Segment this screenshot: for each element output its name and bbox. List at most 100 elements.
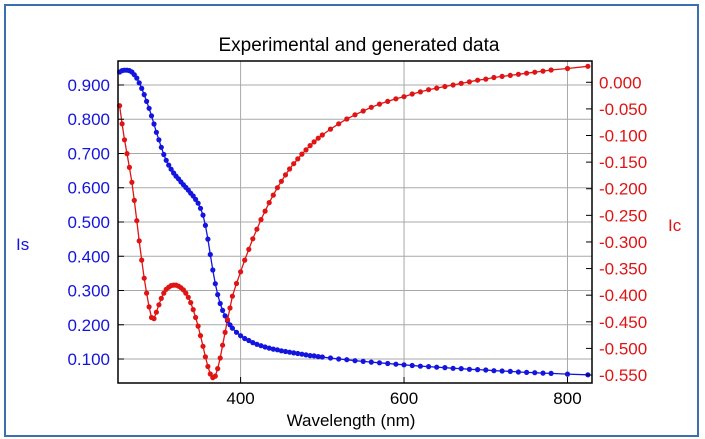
data-point-is	[254, 341, 260, 347]
data-point-ic	[202, 354, 208, 360]
left-tick-label: 0.600	[67, 179, 110, 198]
data-point-ic	[319, 132, 325, 138]
data-point-is	[385, 360, 391, 367]
data-point-is	[307, 353, 313, 359]
data-point-is	[401, 362, 407, 368]
data-point-ic	[434, 85, 440, 91]
data-point-is	[134, 75, 140, 81]
data-point-ic	[227, 305, 233, 311]
data-point-is	[220, 307, 226, 313]
data-point-is	[258, 343, 264, 349]
data-point-ic	[136, 238, 142, 244]
data-point-ic	[426, 87, 432, 93]
right-tick-label: -0.350	[599, 260, 647, 279]
data-point-ic	[475, 77, 481, 83]
chart: Experimental and generated data 0.100 0.2…	[16, 35, 682, 430]
data-point-is	[139, 85, 145, 91]
data-point-ic	[153, 309, 159, 315]
data-point-ic	[491, 74, 497, 81]
data-point-ic	[161, 290, 167, 296]
data-point-ic	[385, 98, 391, 104]
data-point-ic	[278, 178, 284, 184]
data-point-is	[166, 162, 172, 168]
data-point-ic	[131, 197, 137, 203]
data-point-ic	[129, 179, 135, 185]
data-point-ic	[315, 135, 321, 141]
data-point-is	[409, 362, 415, 369]
data-point-is	[210, 267, 216, 273]
data-point-is	[311, 353, 317, 359]
data-point-ic	[336, 121, 342, 127]
data-point-is	[376, 360, 383, 366]
data-point-ic	[185, 294, 191, 300]
data-point-ic	[287, 166, 293, 172]
data-point-is	[393, 361, 399, 367]
data-point-ic	[274, 185, 280, 191]
data-point-ic	[151, 316, 157, 322]
data-point-ic	[303, 147, 309, 153]
data-point-ic	[254, 226, 260, 232]
data-point-ic	[442, 83, 448, 90]
data-point-is	[161, 151, 167, 158]
data-point-is	[360, 358, 366, 364]
data-point-is	[242, 335, 248, 342]
left-tick-label: 0.700	[67, 144, 110, 163]
chart-title: Experimental and generated data	[219, 35, 500, 56]
data-point-is	[352, 358, 358, 364]
data-point-ic	[158, 295, 164, 301]
right-tick-label: -0.300	[599, 233, 647, 252]
data-point-ic	[393, 96, 399, 102]
data-point-is	[207, 251, 213, 258]
left-tick-label: 0.900	[67, 76, 110, 95]
data-point-is	[442, 365, 448, 371]
data-point-ic	[212, 373, 218, 379]
data-point-is	[278, 348, 284, 354]
data-point-ic	[144, 290, 150, 296]
data-point-is	[499, 368, 505, 374]
right-tick-label: -0.050	[599, 100, 647, 119]
data-point-ic	[368, 104, 374, 110]
tick-marks	[118, 81, 592, 383]
data-point-ic	[311, 139, 317, 145]
data-point-is	[270, 346, 276, 352]
data-point-ic	[540, 68, 546, 74]
data-point-ic	[238, 269, 244, 275]
data-point-is	[217, 300, 223, 307]
data-point-ic	[532, 69, 538, 75]
data-point-ic	[417, 89, 423, 95]
data-point-is	[540, 370, 546, 376]
data-point-ic	[360, 108, 366, 114]
data-point-is	[136, 80, 142, 86]
left-tick-label: 0.300	[67, 282, 110, 301]
data-point-is	[229, 325, 235, 331]
data-point-is	[282, 348, 289, 355]
left-tick-labels: 0.100 0.200 0.300 0.400 0.500 0.600 0.700 0.800…	[67, 76, 110, 369]
data-point-ic	[183, 290, 189, 296]
data-point-is	[291, 350, 297, 356]
right-tick-label: -0.450	[599, 313, 647, 332]
data-point-ic	[299, 151, 305, 157]
data-point-is	[156, 137, 162, 143]
data-point-is	[266, 345, 272, 351]
data-point-is	[153, 129, 159, 135]
data-point-ic	[376, 101, 383, 107]
data-point-is	[299, 351, 305, 357]
data-point-ic	[250, 236, 256, 242]
data-point-ic	[197, 333, 204, 339]
right-tick-label: -0.550	[599, 366, 647, 385]
data-point-is	[417, 363, 423, 369]
data-point-ic	[126, 164, 132, 170]
series-dots	[117, 63, 591, 381]
data-point-is	[524, 369, 530, 375]
data-point-ic	[193, 314, 199, 321]
data-point-is	[274, 347, 280, 353]
data-point-ic	[134, 218, 140, 224]
data-point-ic	[190, 307, 196, 313]
data-point-is	[222, 313, 228, 319]
data-point-ic	[295, 156, 301, 162]
right-tick-label: -0.250	[599, 206, 647, 225]
data-point-is	[233, 329, 240, 335]
data-point-is	[200, 212, 206, 218]
data-point-is	[491, 368, 497, 374]
left-tick-label: 0.100	[67, 350, 110, 369]
